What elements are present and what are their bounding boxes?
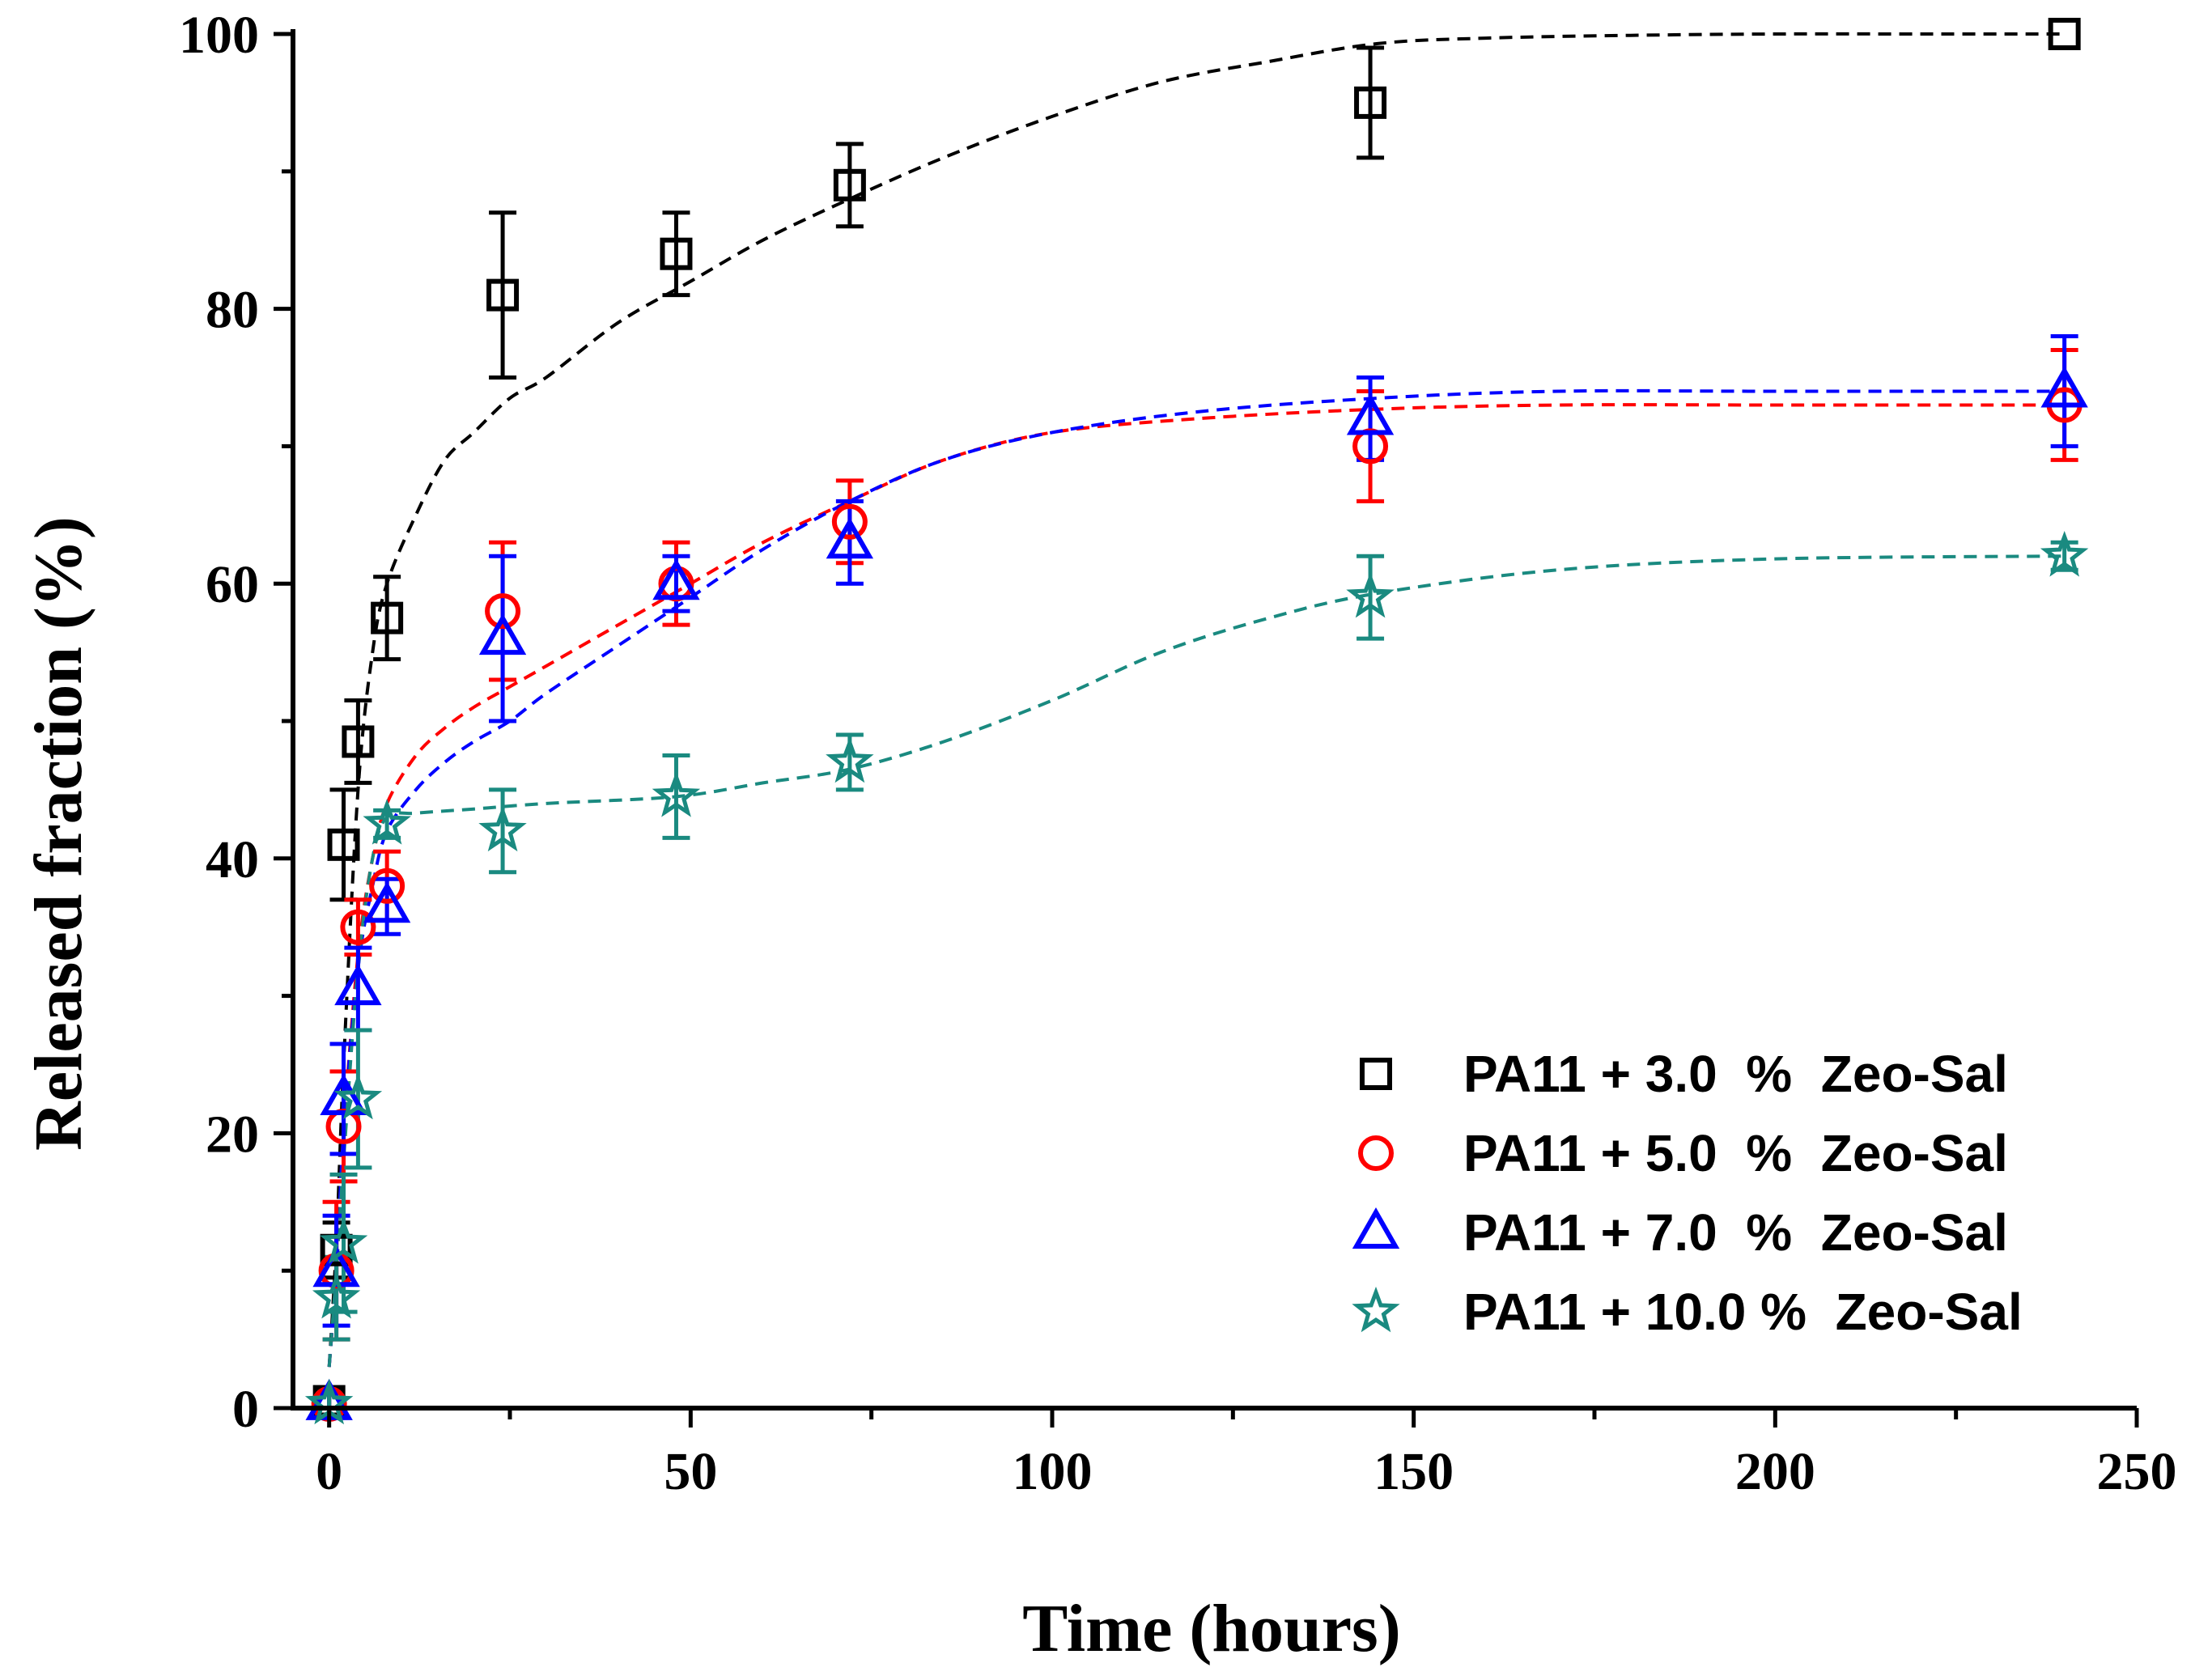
y-tick-label: 60 [206, 555, 259, 614]
x-tick-label: 200 [1735, 1442, 1815, 1501]
data-point-triangle [363, 881, 411, 923]
data-point-circle [485, 593, 521, 630]
data-point-triangle [334, 964, 382, 1006]
data-point-star [333, 1073, 383, 1120]
data-point-square [327, 828, 360, 861]
y-tick-label: 0 [232, 1380, 259, 1439]
data-point-star [312, 1273, 361, 1319]
x-axis-ticks: 0 50 100 150 200 250 [316, 1408, 2177, 1501]
data-point-star [1346, 571, 1395, 618]
data-point-triangle [826, 517, 874, 559]
data-point-star [319, 1217, 368, 1264]
legend-label: PA11 + 3.0 % Zeo-Sal [1463, 1045, 2008, 1103]
data-markers [304, 18, 2089, 1425]
data-point-circle [831, 503, 868, 540]
data-point-triangle [320, 1073, 367, 1115]
data-point-circle [340, 909, 376, 945]
data-point-triangle [2040, 366, 2088, 408]
data-point-triangle [478, 613, 527, 655]
legend-marker-star [1352, 1286, 1400, 1333]
data-point-square [2048, 18, 2081, 50]
y-tick-label: 80 [206, 281, 259, 340]
data-point-square [371, 601, 404, 634]
y-tick-label: 40 [206, 830, 259, 889]
x-tick-label: 100 [1013, 1442, 1093, 1501]
data-point-star [652, 771, 701, 817]
legend-label: PA11 + 7.0 % Zeo-Sal [1463, 1203, 2008, 1262]
data-point-square [342, 725, 375, 758]
y-tick-label: 100 [179, 6, 259, 65]
data-point-square [486, 278, 520, 312]
data-point-square [660, 237, 693, 270]
x-tick-label: 250 [2097, 1442, 2177, 1501]
data-point-star [2040, 530, 2089, 577]
y-axis-title: Released fraction (%) [21, 516, 96, 1151]
x-tick-label: 150 [1373, 1442, 1454, 1501]
y-axis-ticks: 0 20 40 60 80 100 [179, 6, 293, 1439]
data-point-star [478, 805, 527, 852]
data-point-star [363, 799, 411, 845]
x-tick-label: 0 [316, 1442, 342, 1501]
data-point-triangle [1346, 393, 1395, 435]
legend: PA11 + 3.0 % Zeo-Sal PA11 + 5.0 % Zeo-Sal… [1352, 1045, 2023, 1341]
x-axis-title: Time (hours) [1022, 1591, 1400, 1666]
data-point-star [826, 736, 874, 783]
legend-marker-triangle [1352, 1207, 1400, 1249]
legend-label: PA11 + 10.0 % Zeo-Sal [1463, 1283, 2023, 1341]
data-point-square [833, 168, 866, 202]
data-point-triangle [652, 558, 700, 600]
legend-marker-circle [1358, 1135, 1394, 1171]
legend-marker-square [1360, 1058, 1392, 1090]
legend-label: PA11 + 5.0 % Zeo-Sal [1463, 1124, 2008, 1182]
fit-curve-star [327, 554, 2065, 1368]
data-point-circle [369, 868, 405, 904]
y-tick-label: 20 [206, 1105, 259, 1164]
x-tick-label: 50 [664, 1442, 717, 1501]
data-point-square [1354, 86, 1387, 119]
